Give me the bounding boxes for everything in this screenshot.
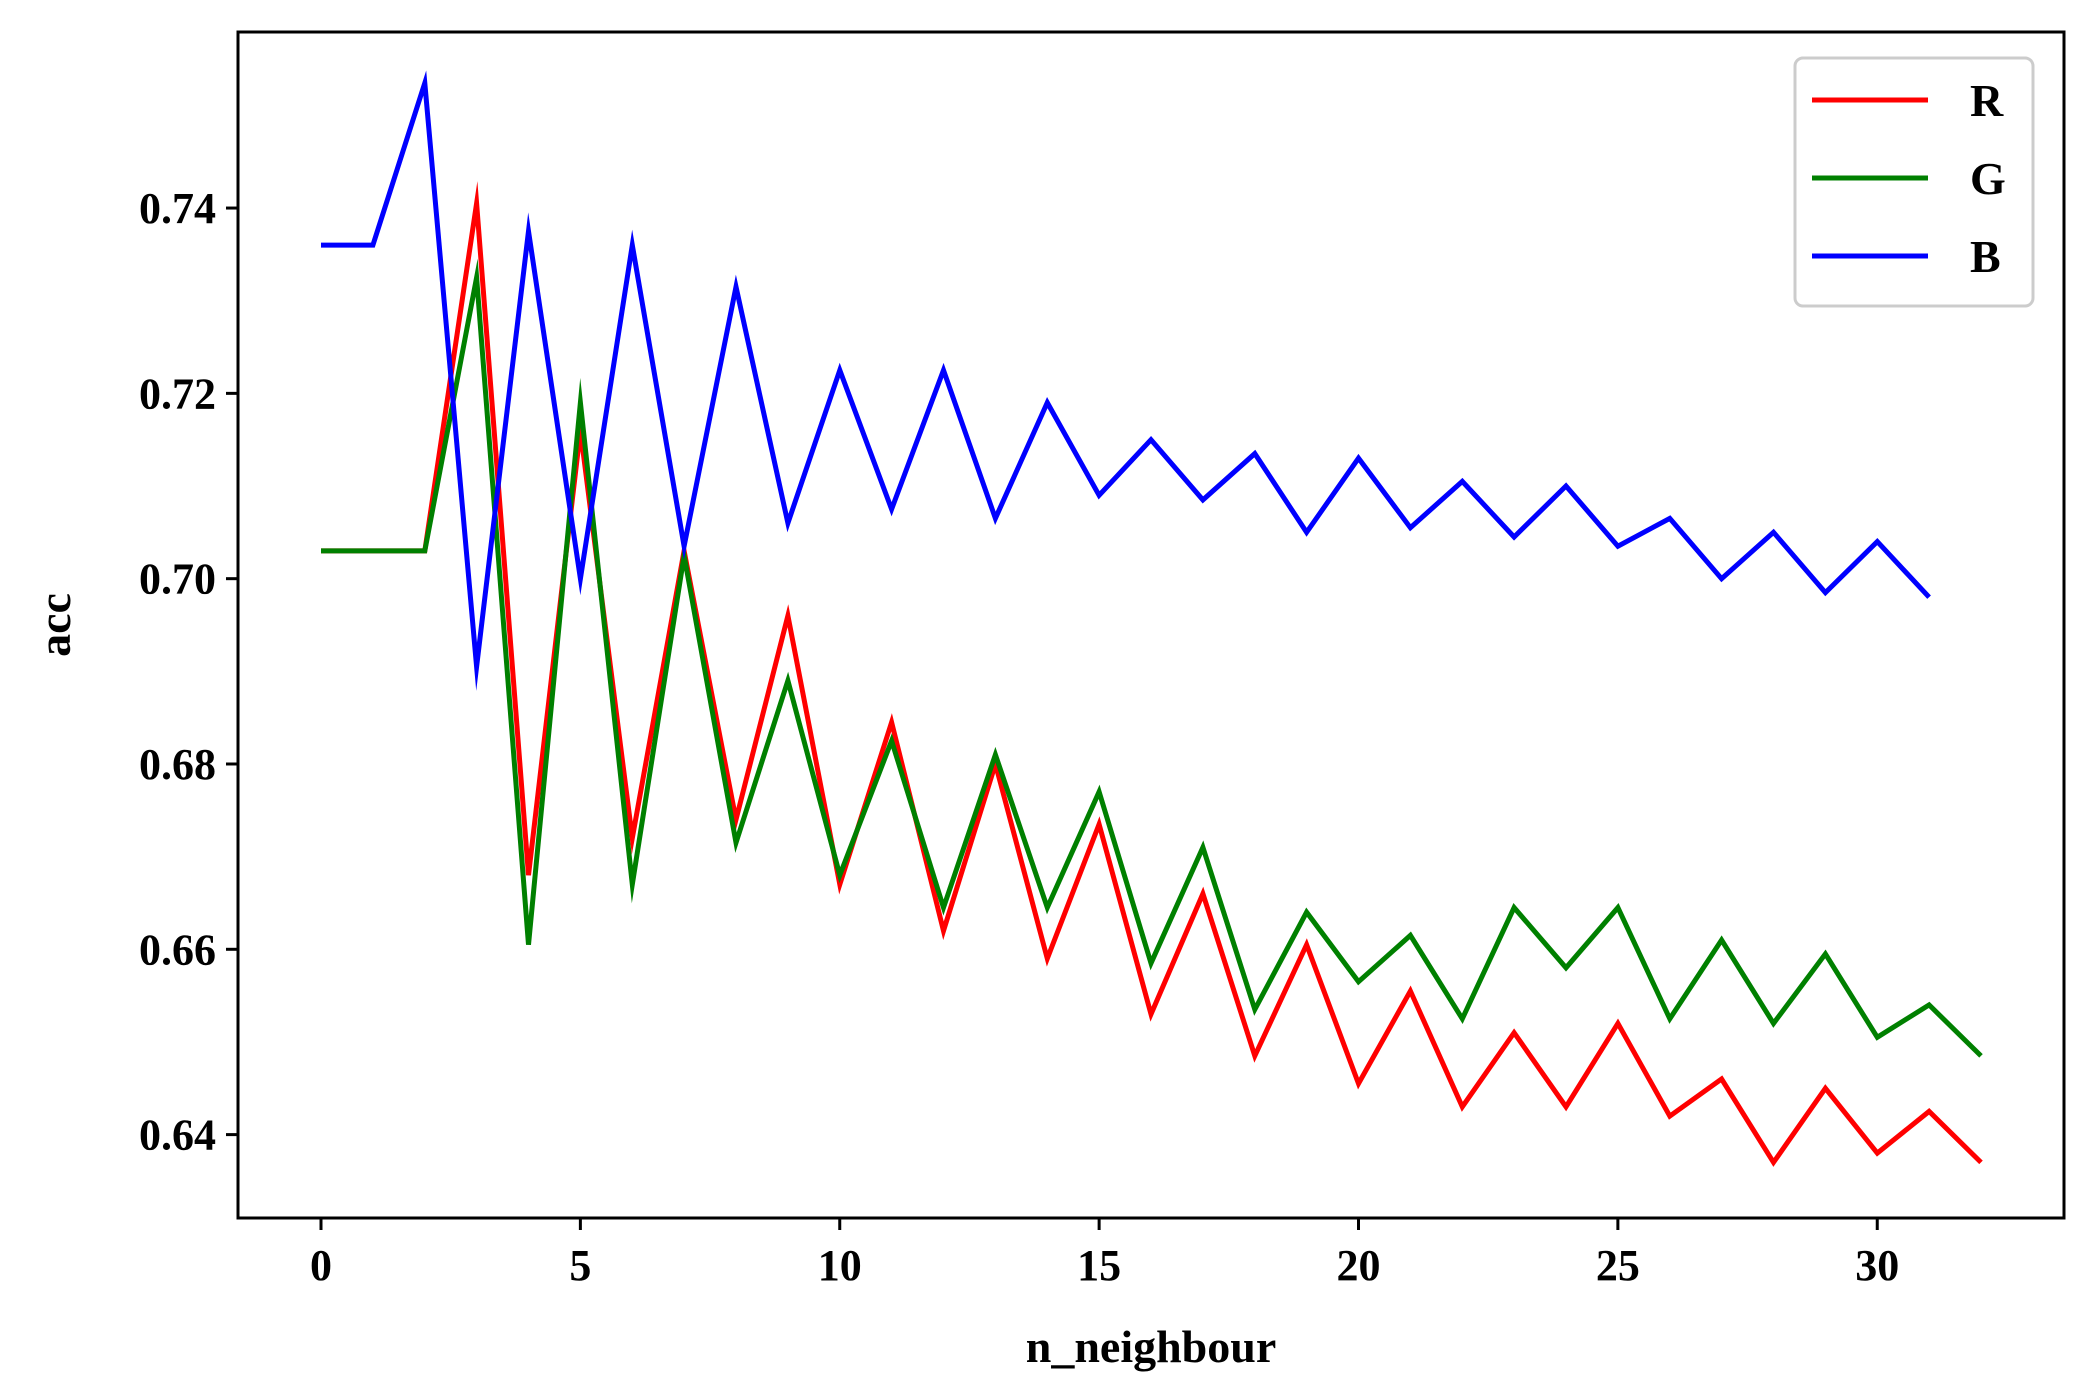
x-tick-label: 5 bbox=[569, 1241, 591, 1290]
plot-area-frame bbox=[236, 30, 2066, 1220]
x-axis-ticks: 0 5 10 15 20 25 30 bbox=[310, 1218, 1899, 1290]
series-line-b bbox=[321, 70, 1931, 691]
y-tick-label: 0.70 bbox=[139, 555, 216, 604]
y-tick-label: 0.64 bbox=[139, 1111, 216, 1160]
x-tick-label: 15 bbox=[1077, 1241, 1121, 1290]
y-tick-label: 0.68 bbox=[139, 740, 216, 789]
x-tick-label: 25 bbox=[1596, 1241, 1640, 1290]
series-layer bbox=[321, 70, 1983, 1167]
y-axis-ticks: 0.64 0.66 0.68 0.70 0.72 0.74 bbox=[139, 184, 238, 1160]
legend: RGB bbox=[1793, 56, 2035, 308]
y-tick-label: 0.66 bbox=[139, 925, 216, 974]
legend-box bbox=[1793, 56, 2035, 308]
x-axis-title: n_neighbour bbox=[1026, 1321, 1277, 1372]
y-tick-label: 0.74 bbox=[139, 184, 216, 233]
legend-items: RGB bbox=[1812, 75, 2006, 282]
x-tick-label: 30 bbox=[1855, 1241, 1899, 1290]
y-axis-title: acc bbox=[29, 593, 80, 657]
legend-label-r: R bbox=[1970, 75, 2004, 126]
x-tick-label: 0 bbox=[310, 1241, 332, 1290]
legend-label-b: B bbox=[1970, 231, 2001, 282]
series-line-g bbox=[321, 258, 1983, 1058]
y-tick-label: 0.72 bbox=[139, 369, 216, 418]
x-tick-label: 10 bbox=[818, 1241, 862, 1290]
legend-label-g: G bbox=[1970, 153, 2006, 204]
x-tick-label: 20 bbox=[1337, 1241, 1381, 1290]
